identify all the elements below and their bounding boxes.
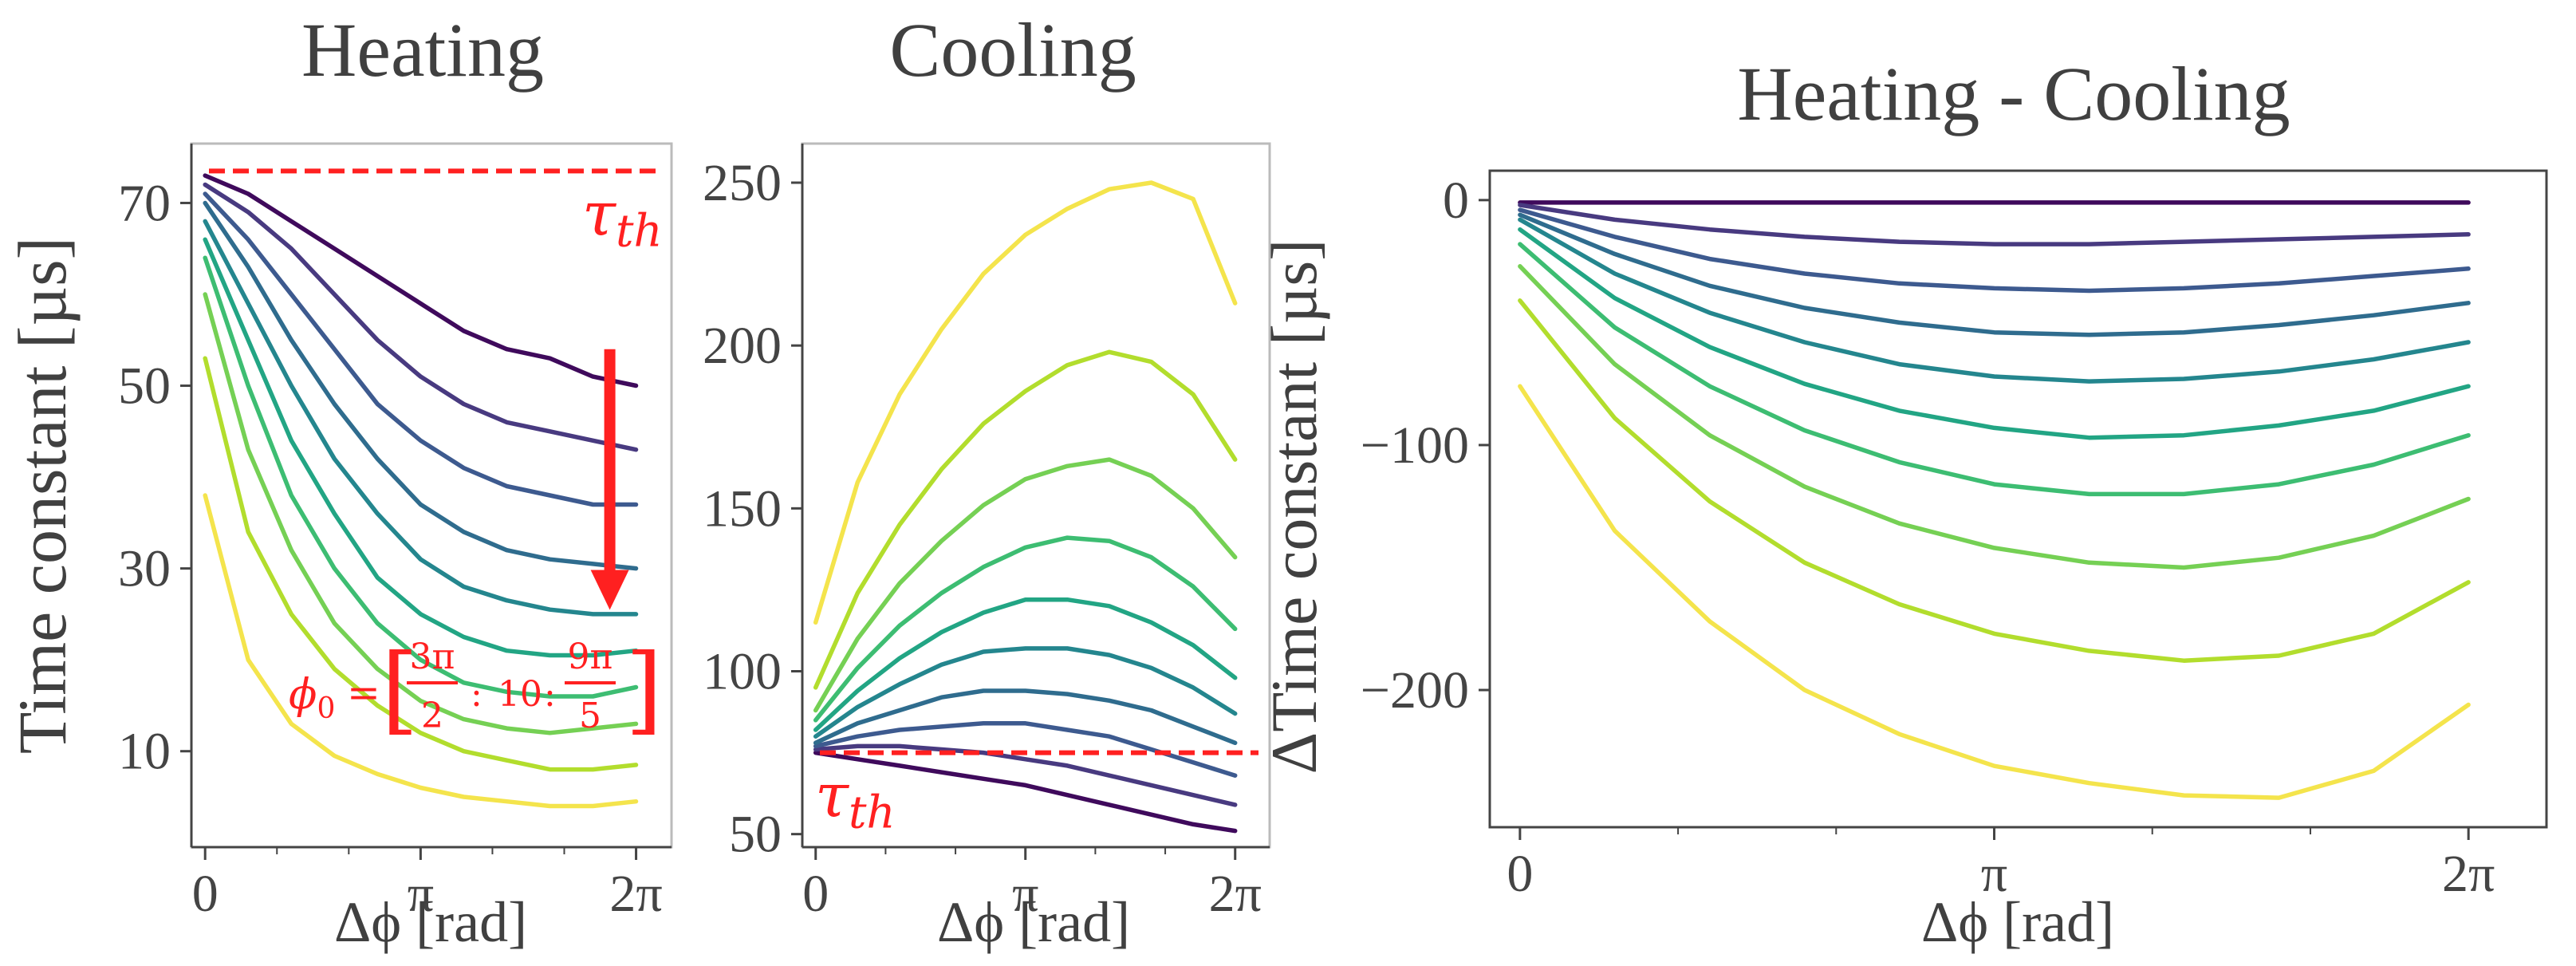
cooling-series-line-5: [813, 646, 1238, 739]
cooling-series-line-3: [813, 721, 1238, 778]
heating-ticks: 10 30 50 70 0 π 2π: [118, 174, 663, 923]
equals-sign: =: [347, 669, 380, 716]
heating-ytick-label: 10: [118, 723, 171, 781]
cooling-series-line-10: [813, 180, 1238, 625]
left-bracket: [: [381, 634, 419, 745]
difference-series-line-9: [1518, 298, 2471, 663]
heating-series-line-7: [203, 255, 639, 699]
cooling-ytick-label: 50: [729, 806, 782, 864]
difference-series-line-7: [1518, 242, 2471, 497]
heating-ytick-label: 30: [118, 540, 171, 598]
cooling-xtick-label: 2π: [1209, 865, 1262, 923]
heating-series-line-8: [203, 292, 639, 735]
cooling-xtick-label: π: [1012, 865, 1038, 923]
heating-series-line-6: [203, 237, 639, 658]
difference-xtick-label: 0: [1507, 845, 1533, 903]
cooling-plot-frame: [801, 142, 1271, 849]
cooling-xtick-label: 0: [802, 865, 829, 923]
heating-xtick-label: π: [408, 865, 434, 923]
phi-symbol: ϕ0: [289, 671, 335, 725]
heating-threshold-label: τth: [582, 178, 663, 257]
difference-ytick-label: −200: [1361, 661, 1469, 720]
heating-x-label: Δϕ [rad]: [334, 890, 527, 954]
cooling-series-line-7: [813, 535, 1238, 723]
difference-plot-frame: [1488, 169, 2548, 829]
cooling-series-line-8: [813, 457, 1238, 713]
heating-ytick-label: 70: [118, 174, 171, 232]
heating-series-line-9: [203, 356, 639, 772]
separator-1: :: [471, 674, 483, 715]
cooling-ticks: 50 100 150 200 250 0 π 2π: [703, 154, 1262, 923]
difference-panel: Heating - Cooling −200 −100 0 0 π 2π ΔTime co…: [1258, 51, 2548, 954]
heating-series-line-1: [203, 173, 639, 388]
cooling-ytick-label: 250: [703, 154, 782, 212]
heating-threshold: τth: [209, 168, 663, 257]
heating-panel: Heating 10 30 50 70 0 π 2π τth Time constant […: [4, 7, 673, 954]
cooling-x-label: Δϕ [rad]: [937, 890, 1130, 954]
heating-series-line-2: [203, 182, 639, 452]
separator-2: :: [544, 674, 556, 715]
difference-series-line-3: [1518, 207, 2471, 294]
difference-title: Heating - Cooling: [1737, 51, 2290, 136]
fraction-1-numerator: 3π: [410, 637, 455, 677]
heating-series-line-10: [203, 493, 639, 809]
difference-series-line-6: [1518, 227, 2471, 440]
cooling-series-line-9: [813, 349, 1238, 690]
cooling-title: Cooling: [889, 7, 1136, 93]
heating-series-line-5: [203, 219, 639, 617]
cooling-ytick-label: 200: [703, 317, 782, 375]
difference-series-line-4: [1518, 212, 2471, 337]
heating-ytick-label: 50: [118, 357, 171, 416]
fraction-2-numerator: 9π: [568, 637, 613, 677]
difference-series-line-2: [1518, 203, 2471, 246]
heating-xtick-label: 0: [192, 865, 219, 923]
cooling-ytick-label: 150: [703, 479, 782, 538]
difference-series-line-8: [1518, 264, 2471, 570]
middle-value: 10: [498, 674, 542, 715]
heating-title: Heating: [301, 7, 544, 93]
difference-ytick-label: −100: [1361, 416, 1469, 475]
difference-ytick-label: 0: [1443, 172, 1469, 230]
cooling-series-line-6: [813, 597, 1238, 732]
heating-series-line-3: [203, 191, 639, 507]
fraction-1-denominator: 2: [421, 696, 443, 736]
cooling-series: [813, 180, 1238, 834]
difference-ticks: −200 −100 0 0 π 2π: [1361, 172, 2495, 903]
cooling-ytick-label: 100: [703, 643, 782, 701]
cooling-series-line-4: [813, 688, 1238, 746]
heating-annotation: ϕ0 = [ 3π 2 : 10 : 9π 5 ]: [289, 349, 663, 745]
difference-xtick-label: π: [1981, 845, 2007, 903]
difference-y-label: ΔTime constant [µs]: [1258, 239, 1330, 775]
heating-series-line-4: [203, 200, 639, 571]
right-bracket: ]: [625, 634, 663, 745]
heating-y-label: Time constant [µs]: [4, 237, 81, 754]
cooling-threshold-label: τth: [815, 760, 896, 839]
difference-series-line-10: [1518, 384, 2471, 800]
heating-series: [203, 173, 639, 809]
cooling-series-line-2: [813, 743, 1238, 807]
difference-series-line-5: [1518, 217, 2471, 384]
difference-x-label: Δϕ [rad]: [1921, 890, 2114, 954]
difference-series: [1518, 200, 2471, 800]
difference-xtick-label: 2π: [2442, 845, 2495, 903]
heating-xtick-label: 2π: [609, 865, 662, 923]
cooling-threshold: τth: [815, 750, 1258, 839]
cooling-series-line-1: [813, 750, 1238, 834]
direction-arrow-head: [590, 570, 629, 610]
cooling-panel: Cooling 50 100 150 200 250 0 π 2π τth Δϕ [rad]: [703, 7, 1271, 954]
fraction-2-denominator: 5: [579, 696, 601, 736]
